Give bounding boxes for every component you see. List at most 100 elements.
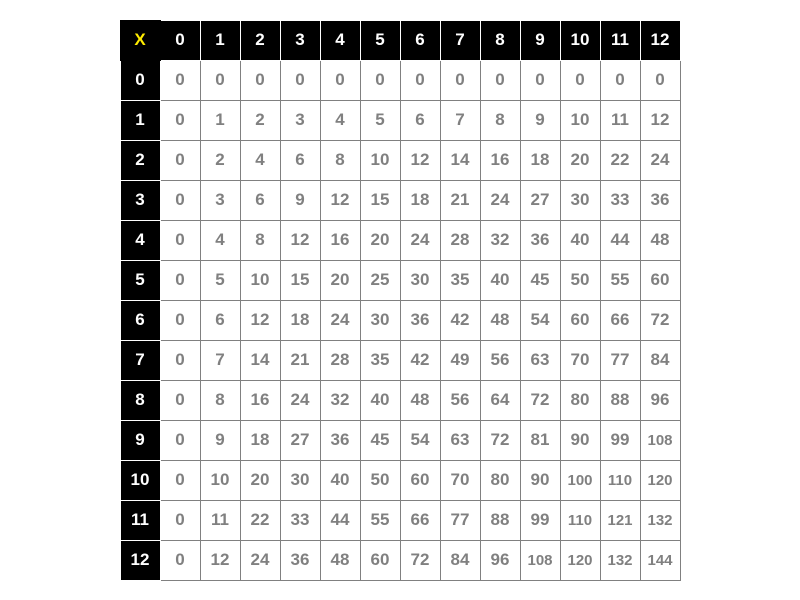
table-cell: 4	[240, 140, 280, 180]
table-cell: 40	[480, 260, 520, 300]
row-header: 5	[120, 260, 160, 300]
table-cell: 60	[560, 300, 600, 340]
table-cell: 16	[320, 220, 360, 260]
table-cell: 1	[200, 100, 240, 140]
row-header: 8	[120, 380, 160, 420]
table-cell: 96	[640, 380, 680, 420]
table-cell: 36	[640, 180, 680, 220]
table-cell: 22	[600, 140, 640, 180]
row-header: 3	[120, 180, 160, 220]
table-cell: 44	[600, 220, 640, 260]
table-cell: 0	[160, 420, 200, 460]
multiplication-table: X012345678910111200000000000000101234567…	[120, 20, 681, 581]
table-cell: 120	[560, 540, 600, 580]
table-cell: 25	[360, 260, 400, 300]
table-cell: 18	[400, 180, 440, 220]
table-cell: 108	[520, 540, 560, 580]
table-cell: 80	[480, 460, 520, 500]
table-cell: 45	[520, 260, 560, 300]
table-cell: 2	[200, 140, 240, 180]
table-cell: 72	[640, 300, 680, 340]
table-cell: 2	[240, 100, 280, 140]
table-cell: 90	[520, 460, 560, 500]
table-cell: 28	[320, 340, 360, 380]
table-cell: 0	[160, 100, 200, 140]
table-cell: 45	[360, 420, 400, 460]
table-cell: 56	[480, 340, 520, 380]
table-cell: 99	[600, 420, 640, 460]
table-cell: 9	[200, 420, 240, 460]
table-cell: 66	[600, 300, 640, 340]
table-cell: 3	[280, 100, 320, 140]
table-cell: 6	[200, 300, 240, 340]
table-cell: 24	[240, 540, 280, 580]
table-cell: 144	[640, 540, 680, 580]
table-cell: 63	[440, 420, 480, 460]
table-cell: 3	[200, 180, 240, 220]
table-cell: 0	[400, 60, 440, 100]
col-header: 5	[360, 20, 400, 60]
table-cell: 8	[240, 220, 280, 260]
table-cell: 40	[560, 220, 600, 260]
col-header: 4	[320, 20, 360, 60]
table-cell: 99	[520, 500, 560, 540]
table-cell: 30	[400, 260, 440, 300]
table-cell: 108	[640, 420, 680, 460]
row-header: 2	[120, 140, 160, 180]
table-cell: 12	[200, 540, 240, 580]
table-cell: 77	[600, 340, 640, 380]
table-cell: 12	[320, 180, 360, 220]
table-cell: 20	[560, 140, 600, 180]
table-cell: 66	[400, 500, 440, 540]
col-header: 8	[480, 20, 520, 60]
table-cell: 48	[640, 220, 680, 260]
table-cell: 70	[560, 340, 600, 380]
table-cell: 16	[240, 380, 280, 420]
table-cell: 55	[360, 500, 400, 540]
table-cell: 4	[200, 220, 240, 260]
table-cell: 48	[480, 300, 520, 340]
table-cell: 12	[400, 140, 440, 180]
row-header: 0	[120, 60, 160, 100]
table-cell: 77	[440, 500, 480, 540]
table-cell: 54	[400, 420, 440, 460]
table-cell: 48	[400, 380, 440, 420]
col-header: 9	[520, 20, 560, 60]
table-cell: 132	[600, 540, 640, 580]
table-cell: 30	[360, 300, 400, 340]
table-cell: 96	[480, 540, 520, 580]
col-header: 3	[280, 20, 320, 60]
table-cell: 72	[400, 540, 440, 580]
table-cell: 84	[640, 340, 680, 380]
table-cell: 4	[320, 100, 360, 140]
table-cell: 18	[520, 140, 560, 180]
table-cell: 0	[160, 180, 200, 220]
table-cell: 60	[360, 540, 400, 580]
table-cell: 20	[320, 260, 360, 300]
table-cell: 15	[280, 260, 320, 300]
table-cell: 110	[600, 460, 640, 500]
row-header: 7	[120, 340, 160, 380]
table-cell: 24	[640, 140, 680, 180]
table-cell: 30	[560, 180, 600, 220]
table-cell: 9	[520, 100, 560, 140]
table-cell: 120	[640, 460, 680, 500]
table-cell: 42	[400, 340, 440, 380]
table-cell: 24	[320, 300, 360, 340]
table-cell: 0	[280, 60, 320, 100]
row-header: 4	[120, 220, 160, 260]
table-cell: 5	[200, 260, 240, 300]
table-cell: 6	[400, 100, 440, 140]
table-cell: 7	[440, 100, 480, 140]
table-cell: 40	[320, 460, 360, 500]
table-cell: 100	[560, 460, 600, 500]
table-cell: 6	[240, 180, 280, 220]
table-cell: 0	[640, 60, 680, 100]
table-cell: 88	[600, 380, 640, 420]
table-cell: 84	[440, 540, 480, 580]
table-cell: 0	[160, 220, 200, 260]
table-cell: 0	[160, 260, 200, 300]
table-cell: 50	[560, 260, 600, 300]
table-cell: 36	[320, 420, 360, 460]
table-cell: 36	[280, 540, 320, 580]
